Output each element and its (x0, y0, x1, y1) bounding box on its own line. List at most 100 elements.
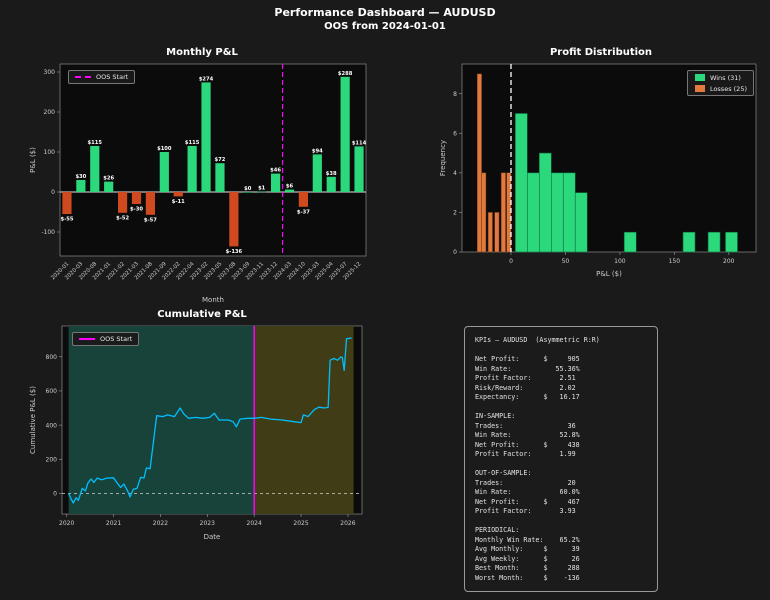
losses-swatch (693, 84, 706, 93)
pnl-bar (326, 176, 336, 192)
win-bin (562, 172, 576, 253)
distribution-legend: Wins (31) Losses (25) (686, 70, 754, 96)
pnl-bar (298, 192, 308, 207)
bar-value-label: $46 (270, 168, 281, 174)
bar-value-label: $30 (75, 174, 86, 180)
oos-dashed-line-sample (75, 76, 91, 78)
svg-text:100: 100 (44, 149, 56, 156)
svg-text:200: 200 (723, 258, 735, 265)
svg-text:2020: 2020 (59, 520, 74, 527)
legend-wins: Wins (31) (693, 73, 741, 82)
dashboard-subtitle: OOS from 2024-01-01 (324, 21, 446, 32)
losses-legend-label: Losses (25) (709, 84, 747, 93)
y-axis-label: P&L ($) (29, 147, 37, 173)
y-axis-label: Frequency (439, 140, 447, 176)
oos-solid-line-sample (79, 338, 95, 340)
pnl-bar (159, 152, 169, 192)
svg-text:600: 600 (46, 388, 58, 395)
bar-value-label: $1 (258, 186, 266, 192)
bar-value-label: $114 (352, 140, 367, 146)
pnl-bar (104, 181, 114, 192)
loss-bin (487, 212, 493, 253)
svg-text:0: 0 (53, 491, 57, 498)
bar-value-label: $-37 (297, 209, 310, 215)
svg-text:200: 200 (44, 109, 56, 116)
pnl-bar (271, 173, 281, 192)
kpi-text: KPIs — AUDUSD (Asymmetric R:R) Net Profi… (475, 336, 600, 582)
cumulative-chart-title: Cumulative P&L (157, 309, 247, 320)
bar-value-label: $72 (215, 157, 226, 163)
svg-text:800: 800 (46, 354, 58, 361)
svg-text:300: 300 (44, 69, 56, 76)
y-axis-label: Cumulative P&L ($) (29, 386, 37, 454)
loss-bin (500, 172, 506, 253)
svg-text:50: 50 (562, 258, 570, 265)
pnl-bar (187, 146, 197, 192)
x-axis-label: Date (204, 533, 221, 541)
dashboard-title: Performance Dashboard — AUDUSD (274, 6, 496, 19)
wins-swatch (693, 73, 706, 82)
pnl-bar (354, 146, 364, 192)
svg-text:200: 200 (46, 457, 58, 464)
bar-value-label: $38 (326, 171, 337, 177)
cumulative-pnl-panel: Cumulative P&L 0 200 400 600 800 2020 2021 2022… (26, 308, 378, 562)
profit-distribution-panel: Profit Distribution 0 2 4 6 8 0 50 100 150 200 P&L… (436, 46, 766, 292)
win-bin (707, 231, 721, 253)
x-axis-label: P&L ($) (596, 270, 622, 278)
bar-value-label: $-57 (144, 217, 157, 223)
svg-text:2021: 2021 (106, 520, 121, 527)
bar-value-label: $115 (88, 140, 103, 146)
svg-text:0: 0 (509, 258, 513, 265)
win-bin (725, 231, 738, 253)
bar-value-label: $274 (199, 76, 214, 82)
bar-value-label: $26 (103, 176, 114, 182)
svg-text:0: 0 (453, 249, 457, 256)
bar-value-label: $-30 (130, 207, 143, 213)
pnl-bar (76, 180, 86, 192)
bar-value-label: $-55 (60, 217, 73, 223)
svg-text:150: 150 (669, 258, 681, 265)
win-bin (539, 152, 552, 253)
svg-text:2026: 2026 (340, 520, 355, 527)
svg-text:2: 2 (453, 210, 457, 217)
bar-value-label: $0 (244, 186, 252, 192)
win-bin (515, 113, 528, 253)
bar-value-label: $94 (312, 148, 323, 154)
loss-bin (494, 212, 500, 253)
svg-text:2025: 2025 (293, 520, 308, 527)
pnl-bar (312, 154, 322, 192)
pnl-bar (284, 189, 295, 192)
profit-distribution-chart: 0 2 4 6 8 0 50 100 150 200 P&L ($) Frequency (439, 63, 757, 278)
monthly-pnl-panel: Monthly P&L -100 0 100 200 300 $-55 2020-01 $30… (26, 46, 378, 308)
pnl-bar (62, 192, 72, 214)
cumulative-oos-legend: OOS Start (72, 332, 140, 346)
cumulative-pnl-chart: 0 200 400 600 800 2020 2021 2022 2023 2024 2025 202… (29, 325, 363, 541)
bar-value-label: $-52 (116, 215, 129, 221)
win-bin (574, 192, 588, 253)
svg-text:6: 6 (453, 130, 457, 137)
win-bin (682, 231, 696, 253)
out-of-sample-shade (254, 326, 354, 514)
svg-text:100: 100 (614, 258, 626, 265)
pnl-bar (118, 192, 128, 213)
loss-bin (506, 172, 512, 253)
monthly-oos-legend: OOS Start (68, 70, 136, 84)
oos-legend-label: OOS Start (96, 73, 129, 81)
win-bin (550, 172, 564, 253)
bar-value-label: $-11 (172, 199, 185, 205)
equity-curve (68, 337, 352, 504)
win-bin (527, 172, 540, 253)
kpi-panel: KPIs — AUDUSD (Asymmetric R:R) Net Profi… (464, 326, 658, 592)
loss-bin (476, 73, 482, 253)
distribution-chart-title: Profit Distribution (549, 47, 653, 58)
win-bin (623, 231, 637, 253)
svg-text:2024: 2024 (247, 520, 262, 527)
svg-text:4: 4 (453, 170, 457, 177)
pnl-bar (145, 192, 155, 215)
svg-text:8: 8 (453, 91, 457, 98)
svg-text:0: 0 (51, 189, 55, 196)
loss-bin (481, 172, 487, 253)
pnl-bar (173, 192, 183, 197)
pnl-bar (201, 82, 211, 192)
